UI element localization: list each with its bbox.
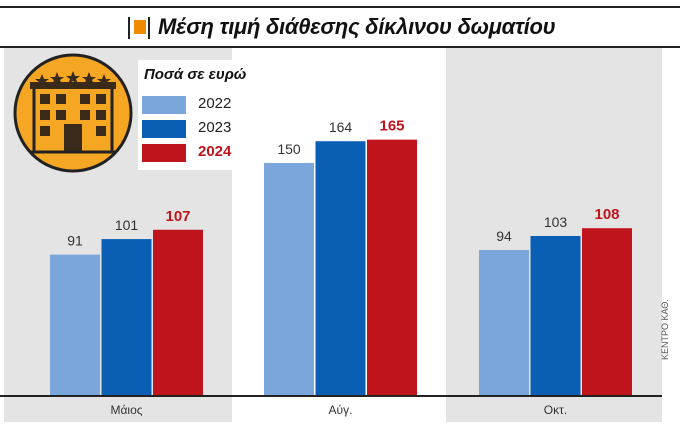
value-label-2024-0: 107 [165, 208, 190, 225]
legend-label-2023: 2023 [198, 119, 232, 136]
bar-2024-0 [153, 229, 203, 396]
legend-label-2024: 2024 [198, 143, 232, 160]
value-label-2024-1: 165 [379, 118, 404, 135]
legend-title: Ποσά σε ευρώ [144, 66, 247, 83]
category-label-1: Αύγ. [329, 403, 353, 417]
bar-2023-1 [315, 141, 366, 396]
bar-2023-2 [530, 235, 581, 396]
title-bar: Μέση τιμή διάθεσης δίκλινου δωματίου [0, 0, 680, 48]
legend-item-2024: 2024 [142, 142, 254, 164]
bar-2024-2 [582, 228, 632, 396]
value-label-2022-1: 150 [277, 141, 301, 157]
legend-item-2022: 2022 [142, 94, 254, 116]
bar-2022-0 [50, 254, 100, 396]
credit-text: ΚΕΝΤΡΟ ΚΑΘ. [660, 299, 670, 360]
value-label-2022-0: 91 [67, 233, 83, 249]
bar-2024-1 [367, 139, 417, 397]
hotel-icon [13, 53, 133, 173]
bar-2022-1 [264, 162, 314, 396]
legend: Ποσά σε ευρώ 2022 2023 2024 [138, 60, 258, 170]
bar-2022-2 [479, 249, 529, 396]
value-label-2022-2: 94 [496, 228, 512, 244]
value-label-2023-2: 103 [544, 214, 568, 230]
legend-item-2023: 2023 [142, 118, 254, 140]
section-mark-icon [128, 17, 150, 39]
value-label-2023-0: 101 [115, 217, 139, 233]
category-label-2: Οκτ. [544, 403, 567, 417]
legend-swatch-2024 [142, 144, 186, 162]
title-rule-top [0, 6, 680, 8]
legend-swatch-2022 [142, 96, 186, 114]
bar-2023-0 [101, 239, 152, 396]
section-mark-fill [134, 20, 146, 34]
chart-title: Μέση τιμή διάθεσης δίκλινου δωματίου [158, 14, 556, 39]
legend-label-2022: 2022 [198, 95, 232, 112]
legend-swatch-2023 [142, 120, 186, 138]
category-label-0: Μάιος [110, 403, 142, 417]
value-label-2024-2: 108 [594, 206, 619, 223]
title-rule-bottom [0, 46, 680, 48]
value-label-2023-1: 164 [329, 119, 353, 135]
